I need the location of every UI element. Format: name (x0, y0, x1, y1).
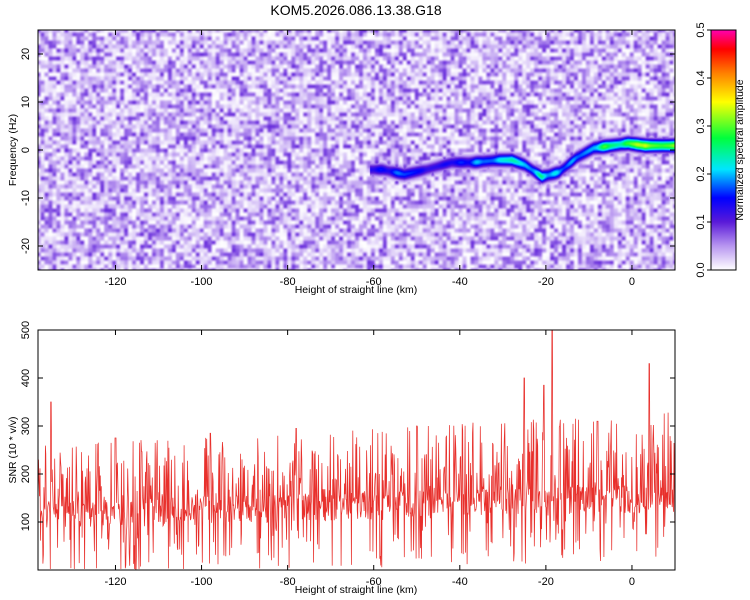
snr-xtick-label: 0 (629, 576, 635, 588)
snr-ytick-label: 500 (20, 321, 32, 339)
snr-y-ticks: 100 200 300 400 500 (20, 321, 675, 531)
spectrogram-xtick-label: -40 (452, 276, 468, 288)
colorbar-tick-label: 0.3 (695, 118, 707, 133)
spectrogram-image (38, 30, 675, 270)
snr-ytick-label: 400 (20, 369, 32, 387)
spectrogram-y-ticks: -20 -10 0 10 20 (20, 48, 675, 254)
snr-xtick-label: -60 (366, 576, 382, 588)
spectrogram-xtick-label: -100 (191, 276, 213, 288)
colorbar-tick-label: 0.4 (695, 70, 707, 85)
spectrogram-ytick-label: 0 (20, 147, 32, 153)
snr-frame (37, 329, 676, 571)
snr-ytick-label: 200 (20, 465, 32, 483)
colorbar: 0.0 0.1 0.2 0.3 0.4 0.5 Normalized spectral a… (695, 22, 746, 277)
colorbar-tick-label: 0.5 (695, 22, 707, 37)
colorbar-tick-label: 0.1 (695, 214, 707, 229)
snr-x-axis-title: Height of straight line (km) (295, 584, 418, 596)
colorbar-tick-label: 0.0 (695, 262, 707, 277)
spectrogram-x-axis-title: Height of straight line (km) (295, 284, 418, 296)
spectrogram-xtick-label: -80 (280, 276, 296, 288)
snr-y-axis-title: SNR (10 * v/v) (7, 416, 19, 483)
spectrogram-ytick-label: 10 (20, 96, 32, 108)
colorbar-label: Normalized spectral amplitude (734, 79, 746, 220)
snr-xtick-label: -120 (104, 576, 126, 588)
spectrogram-xtick-label: -20 (538, 276, 554, 288)
colorbar-gradient (710, 29, 737, 271)
spectrogram-y-axis-title: Frequency (Hz) (7, 114, 19, 186)
spectrogram-xtick-label: -120 (104, 276, 126, 288)
figure-title: KOM5.2026.086.13.38.G18 (270, 2, 441, 18)
snr-xtick-label: -100 (191, 576, 213, 588)
snr-panel: -120 -100 -80 -60 -40 -20 0 100 200 300 400 500 He… (7, 321, 676, 596)
snr-xtick-label: -80 (280, 576, 296, 588)
snr-ytick-label: 100 (20, 513, 32, 531)
snr-xtick-label: -40 (452, 576, 468, 588)
spectrogram-ytick-label: -20 (20, 238, 32, 254)
colorbar-ticks: 0.0 0.1 0.2 0.3 0.4 0.5 (695, 22, 711, 278)
spectrogram-xtick-label: -60 (366, 276, 382, 288)
snr-x-ticks: -120 -100 -80 -60 -40 -20 0 (104, 330, 635, 588)
spectrogram-ytick-label: -10 (20, 190, 32, 206)
spectrogram-ytick-label: 20 (20, 48, 32, 60)
spectrogram-xtick-label: 0 (629, 276, 635, 288)
snr-ytick-label: 300 (20, 417, 32, 435)
snr-xtick-label: -20 (538, 576, 554, 588)
spectrogram-x-ticks: -120 -100 -80 -60 -40 -20 0 (104, 30, 635, 288)
snr-series-line (38, 330, 675, 570)
colorbar-tick-label: 0.2 (695, 166, 707, 181)
